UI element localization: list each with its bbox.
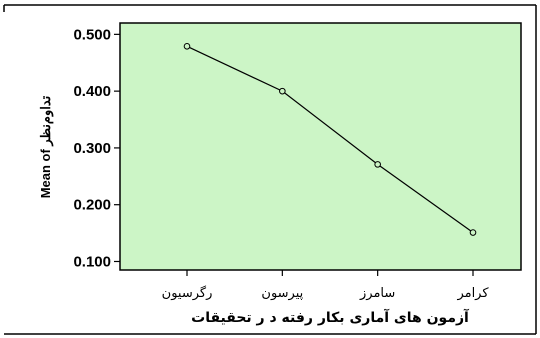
x-tick-label: سامرز bbox=[359, 286, 395, 301]
y-axis-ticks: 0.100 0.200 0.300 0.400 0.500 bbox=[73, 26, 120, 270]
x-tick-label: رگرسیون bbox=[162, 285, 213, 301]
y-tick-label: 0.200 bbox=[73, 197, 111, 214]
series-line bbox=[186, 45, 474, 234]
y-axis-label: Mean of تداوم‌نظر bbox=[38, 95, 54, 198]
plot-area bbox=[119, 22, 522, 271]
x-tick-label: پیرسون bbox=[261, 286, 303, 301]
y-tick-label: 0.500 bbox=[73, 26, 111, 43]
data-point bbox=[183, 42, 191, 50]
y-tick-label: 0.300 bbox=[73, 140, 111, 157]
data-point bbox=[279, 87, 286, 95]
x-axis-label: آزمون های آماری بکار رفته د ر تحقیقات bbox=[191, 308, 470, 326]
y-tick-label: 0.400 bbox=[73, 83, 111, 100]
x-axis-ticks: رگرسیون پیرسون سامرز کرامر bbox=[162, 270, 489, 301]
x-tick-label: کرامر bbox=[456, 286, 489, 301]
y-tick-label: 0.100 bbox=[73, 253, 111, 270]
data-point bbox=[469, 229, 477, 236]
data-point bbox=[374, 161, 381, 168]
series-mean bbox=[183, 42, 477, 236]
